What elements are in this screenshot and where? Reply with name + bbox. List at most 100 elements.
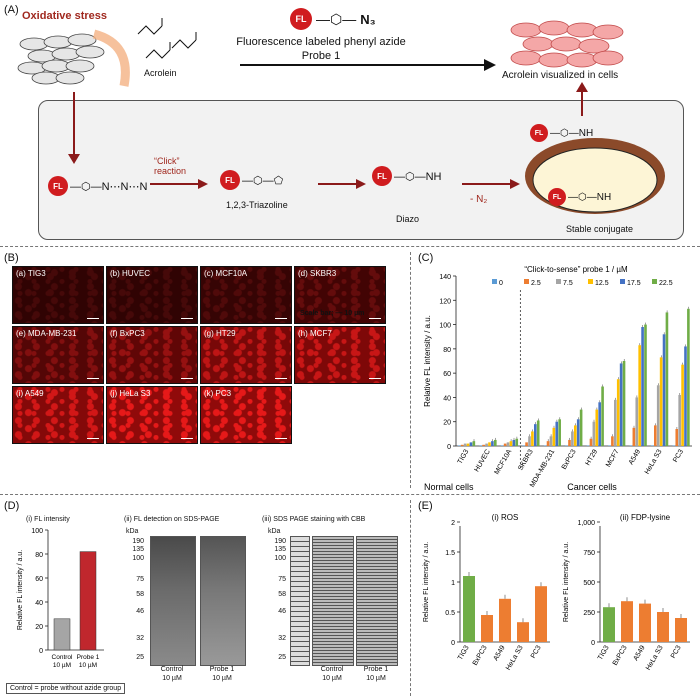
chart-d-svg: 0 20 40 60 80 100 Relative FL intensity / a.u.… — [17, 528, 104, 669]
scale-bar-label: Scale bar; — 10 µm — [300, 310, 365, 317]
marker-label: 46 — [136, 607, 144, 615]
bar — [568, 439, 571, 446]
divider-horizontal-2 — [0, 494, 700, 495]
x-tick-label: HT29 — [585, 448, 600, 466]
lane-control-iii: Control — [320, 666, 344, 673]
marker-label: 135 — [132, 545, 144, 553]
divider-horizontal-1 — [0, 246, 700, 247]
x-tick-label: BxPC3 — [472, 644, 489, 666]
bar — [509, 441, 513, 446]
image-tag: (g) HT29 — [204, 329, 236, 338]
bar — [621, 601, 633, 642]
bar — [466, 443, 470, 446]
fl-icon: FL — [290, 8, 312, 30]
image-tag: (a) TIG3 — [16, 269, 46, 278]
x-tick-label: A549 — [492, 644, 506, 662]
y-tick-label: 120 — [439, 298, 451, 305]
bar — [499, 598, 511, 642]
bar — [552, 427, 556, 446]
click-label: “Click” — [154, 156, 180, 166]
lane-probe-iii: Probe 1 — [363, 666, 389, 673]
chart-e1-svg: (i) ROS 0 0.5 1 1.5 2 Relative FL intensity / … — [423, 513, 550, 672]
y-tick-label: 1.5 — [445, 550, 455, 557]
image-tag: (d) SKBR3 — [298, 269, 337, 278]
bar — [665, 312, 669, 446]
gel-ladder-iii — [290, 536, 310, 666]
panel-d-label: (D) — [4, 500, 20, 512]
y-axis-label: Relative FL intensity / a.u. — [563, 542, 570, 622]
legend-swatch — [524, 279, 529, 284]
y-tick-label: 1 — [451, 580, 455, 587]
bar — [622, 361, 626, 446]
panel-b-label: (B) — [4, 252, 19, 264]
stress-down-arrow — [68, 92, 80, 164]
legend-swatch — [556, 279, 561, 284]
step1-structure: FL —⬡—N⋯N⋯N — [48, 176, 147, 196]
bar — [595, 409, 599, 446]
x-tick-label: HUVEC — [474, 449, 492, 474]
acrolein-label: Acrolein — [144, 68, 177, 78]
bar — [482, 444, 485, 446]
bar — [535, 586, 547, 642]
marker-label: 75 — [136, 575, 144, 583]
x-tick-label: HeLa S3 — [505, 644, 525, 671]
probe-caption-2: Probe 1 — [301, 50, 341, 62]
bar — [635, 397, 639, 446]
bar — [522, 445, 525, 446]
fluorescence-image: (b) HUVEC — [106, 266, 198, 324]
chart-c-svg: “Click-to-sense” probe 1 / µM 0 2.5 7.5 12.5… — [423, 265, 692, 492]
y-tick-label: 0 — [591, 640, 595, 647]
fl-icon: FL — [220, 170, 240, 190]
marker-label: 190 — [132, 538, 144, 546]
minus-n2-label: - N₂ — [470, 194, 488, 205]
conjugate-inner-structure: FL —⬡—NH — [548, 188, 611, 206]
bar — [506, 442, 510, 446]
x-tick-label: MCF7 — [605, 448, 621, 468]
bar — [488, 442, 491, 446]
bar — [515, 438, 519, 446]
bar — [656, 385, 660, 446]
bar — [629, 445, 633, 446]
legend-label: 12.5 — [595, 280, 609, 287]
bar — [503, 443, 507, 446]
image-tag: (j) HeLa S3 — [110, 389, 151, 398]
conjugate-chain-icon: —⬡—NH — [568, 191, 612, 203]
bar — [555, 421, 559, 446]
lane-control-conc-iii: 10 µM — [322, 675, 342, 682]
x-tick-label: PC3 — [530, 644, 543, 659]
panel-a-label: (A) — [4, 4, 19, 16]
marker-label: 25 — [136, 653, 144, 661]
divider-vertical-1 — [410, 252, 411, 488]
fluorescence-image: (c) MCF10A — [200, 266, 292, 324]
lane-control-ii: Control — [160, 666, 184, 673]
y-tick-label: 20 — [35, 624, 43, 631]
y-tick-label: 100 — [439, 323, 451, 330]
bar — [672, 445, 676, 446]
marker-label: 100 — [132, 554, 144, 562]
bar — [458, 445, 461, 446]
image-tag: (b) HUVEC — [110, 269, 151, 278]
y-axis-label: Relative FL intensity / a.u. — [423, 542, 430, 622]
bar — [611, 436, 614, 446]
bar — [463, 576, 475, 642]
fluorescence-image: (d) SKBR3 — [294, 266, 386, 324]
bar — [536, 420, 540, 446]
main-arrow — [240, 59, 496, 71]
bar — [632, 427, 636, 446]
gel-lane-probe-ii — [200, 536, 246, 666]
scale-bar — [369, 317, 381, 319]
panel-c-label: (C) — [418, 252, 434, 264]
image-tag: (f) BxPC3 — [110, 329, 145, 338]
bar — [469, 442, 473, 446]
bar — [549, 436, 553, 446]
scale-bar — [87, 377, 99, 379]
bar — [657, 612, 669, 642]
up-arrow — [576, 82, 588, 116]
bar — [491, 441, 494, 446]
bar — [687, 308, 690, 446]
lane-control-conc-ii: 10 µM — [162, 675, 182, 682]
image-tag: (k) PC3 — [204, 389, 232, 398]
diazo-label: Diazo — [396, 214, 420, 224]
x-tick-label: Probe 1 — [77, 654, 100, 661]
y-axis-label: Relative FL intensity / a.u. — [423, 315, 432, 407]
